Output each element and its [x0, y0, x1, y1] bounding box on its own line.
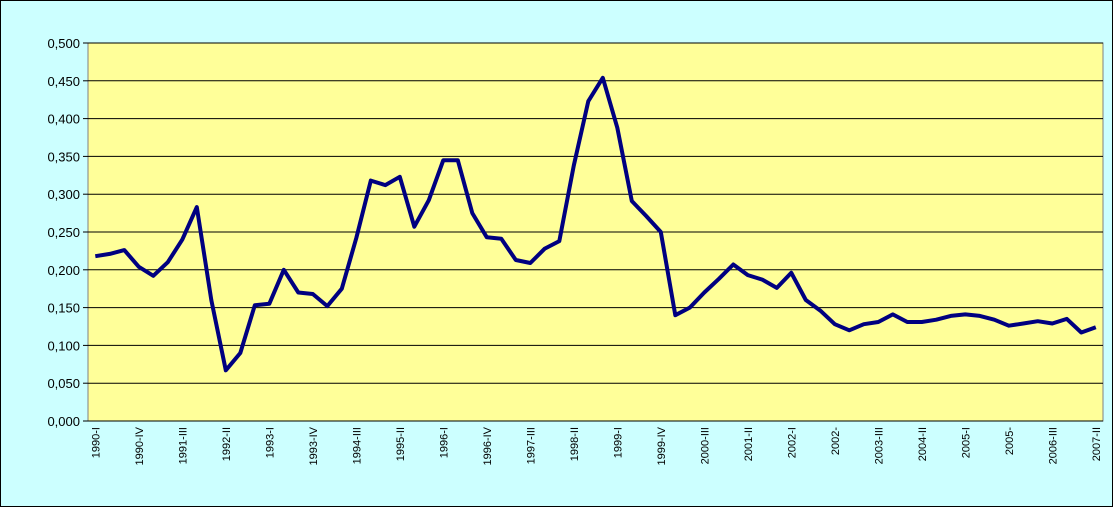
x-tick-label: 1993-I [264, 427, 276, 458]
y-tick-label: 0,450 [47, 74, 80, 89]
x-tick-label: 2004-II [917, 427, 929, 461]
x-tick-label: 2001-II [743, 427, 755, 461]
x-tick-label: 1997-III [525, 427, 537, 464]
y-tick-label: 0,500 [47, 36, 80, 51]
y-tick-label: 0,400 [47, 112, 80, 127]
x-tick-label: 2003-III [873, 427, 885, 464]
x-tick-label: 1998-II [569, 427, 581, 461]
y-tick-label: 0,050 [47, 376, 80, 391]
y-tick-label: 0,100 [47, 338, 80, 353]
x-tick-label: 2006-III [1047, 427, 1059, 464]
x-tick-label: 1990-I [90, 427, 102, 458]
x-tick-label: 1999-IV [656, 426, 668, 465]
y-tick-label: 0,250 [47, 225, 80, 240]
x-tick-label: 1993-IV [308, 426, 320, 465]
x-tick-label: 1990-IV [134, 426, 146, 465]
y-tick-label: 0,350 [47, 149, 80, 164]
x-tick-label: 2002-I [786, 427, 798, 458]
x-tick-label: 1996-IV [482, 426, 494, 465]
data-line [94, 75, 1097, 373]
x-tick-label: 1995-II [395, 427, 407, 461]
y-tick-label: 0,200 [47, 263, 80, 278]
x-tick-label: 1996-I [438, 427, 450, 458]
x-tick-label: 2005-I [960, 427, 972, 458]
y-tick-label: 0,000 [47, 414, 80, 429]
y-tick-label: 0,150 [47, 301, 80, 316]
x-tick-label: 1991-III [177, 427, 189, 464]
x-tick-label: 1992-II [221, 427, 233, 461]
x-tick-label: 1999-I [612, 427, 624, 458]
x-tick-label: 2007-II [1091, 427, 1103, 461]
x-tick-label: 2005- [1004, 427, 1016, 455]
x-tick-label: 1994-III [351, 427, 363, 464]
x-tick-label: 2002- [830, 427, 842, 455]
x-tick-label: 2000-III [699, 427, 711, 464]
y-tick-label: 0,300 [47, 187, 80, 202]
